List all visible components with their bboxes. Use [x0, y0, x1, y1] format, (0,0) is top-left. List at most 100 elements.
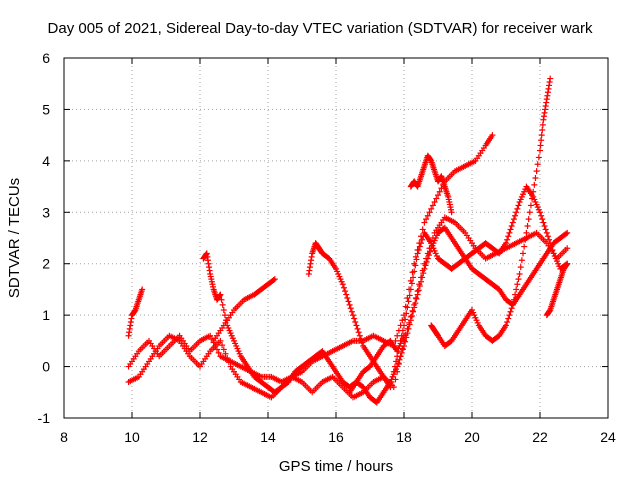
data-point: [504, 319, 511, 325]
data-point: [346, 301, 353, 308]
data-point: [347, 305, 354, 312]
y-tick-label: 1: [42, 307, 50, 323]
data-point: [411, 268, 418, 275]
x-axis-label: GPS time / hours: [279, 458, 393, 475]
data-point: [539, 216, 546, 223]
data-point: [398, 349, 405, 356]
data-point: [538, 132, 545, 139]
data-point: [406, 321, 413, 328]
data-point: [508, 305, 515, 312]
series-trace-1: [125, 286, 146, 339]
data-point: [399, 317, 406, 324]
data-point: [353, 322, 360, 329]
data-point: [436, 188, 443, 195]
data-point: [563, 230, 570, 237]
data-point: [448, 209, 455, 216]
data-point: [427, 248, 434, 255]
data-point: [431, 199, 438, 205]
y-tick-label: 6: [42, 50, 50, 66]
data-point: [418, 278, 424, 285]
data-point: [521, 243, 528, 250]
data-point: [544, 233, 551, 240]
data-point: [526, 209, 533, 216]
data-point: [270, 277, 277, 283]
data-point: [352, 319, 359, 325]
data-point: [419, 226, 426, 233]
data-point: [396, 356, 403, 363]
data-point: [217, 337, 224, 344]
data-point: [271, 276, 278, 283]
data-point: [219, 342, 226, 349]
chart-title: Day 005 of 2021, Sidereal Day-to-day VTE…: [48, 20, 593, 37]
data-point: [423, 216, 430, 223]
data-point: [538, 212, 545, 219]
data-point: [541, 223, 548, 229]
data-point: [416, 243, 423, 250]
data-point: [414, 291, 421, 298]
data-point: [340, 284, 347, 291]
data-point: [512, 291, 519, 298]
data-point: [505, 233, 512, 240]
data-point: [356, 332, 363, 339]
data-point: [531, 181, 538, 188]
data-point: [139, 286, 146, 293]
data-point: [401, 343, 407, 349]
x-tick-label: 8: [60, 429, 68, 445]
data-point: [433, 195, 440, 202]
data-point: [513, 286, 520, 293]
data-point: [503, 322, 509, 329]
data-point: [534, 161, 541, 168]
y-axis-label: SDTVAR / TECUs: [6, 178, 23, 298]
data-point: [343, 291, 350, 298]
data-point: [416, 283, 423, 289]
series-trace-8: [407, 152, 455, 216]
data-point: [523, 229, 530, 236]
data-point: [546, 236, 553, 243]
data-point: [428, 205, 435, 212]
data-point: [424, 255, 431, 262]
data-point: [509, 219, 516, 226]
data-point: [224, 355, 231, 361]
x-tick-label: 24: [600, 429, 616, 445]
data-point: [415, 247, 422, 253]
data-point: [413, 256, 420, 263]
data-point: [355, 329, 362, 336]
data-point: [404, 304, 411, 311]
data-point: [418, 240, 424, 247]
series-trace-10: [543, 260, 571, 319]
data-point: [354, 325, 361, 332]
data-point: [412, 262, 419, 269]
data-point: [405, 298, 412, 305]
data-point: [532, 175, 539, 181]
data-point: [507, 308, 514, 315]
data-point: [510, 296, 517, 303]
data-point: [420, 270, 427, 277]
data-point: [398, 332, 405, 339]
data-point: [530, 188, 537, 195]
data-point: [411, 304, 418, 311]
data-point: [525, 216, 532, 223]
data-point: [421, 265, 428, 272]
series-trace-5: [210, 276, 278, 344]
data-point: [564, 245, 571, 252]
data-point: [543, 229, 550, 236]
data-point: [425, 252, 432, 259]
data-point: [421, 219, 428, 226]
data-point: [395, 360, 402, 367]
x-tick-label: 20: [464, 429, 480, 445]
data-point: [539, 121, 546, 128]
data-point: [524, 223, 531, 229]
data-point: [344, 295, 351, 301]
data-point: [508, 223, 515, 229]
series-trace-9: [428, 75, 554, 349]
data-point: [510, 216, 517, 223]
data-point: [403, 310, 410, 317]
plot-frame: [63, 57, 609, 419]
data-point: [564, 260, 571, 267]
y-tick-label: 0: [42, 359, 50, 375]
data-point: [351, 315, 358, 322]
data-point: [426, 209, 433, 216]
data-point: [537, 209, 543, 216]
data-point: [419, 236, 426, 243]
